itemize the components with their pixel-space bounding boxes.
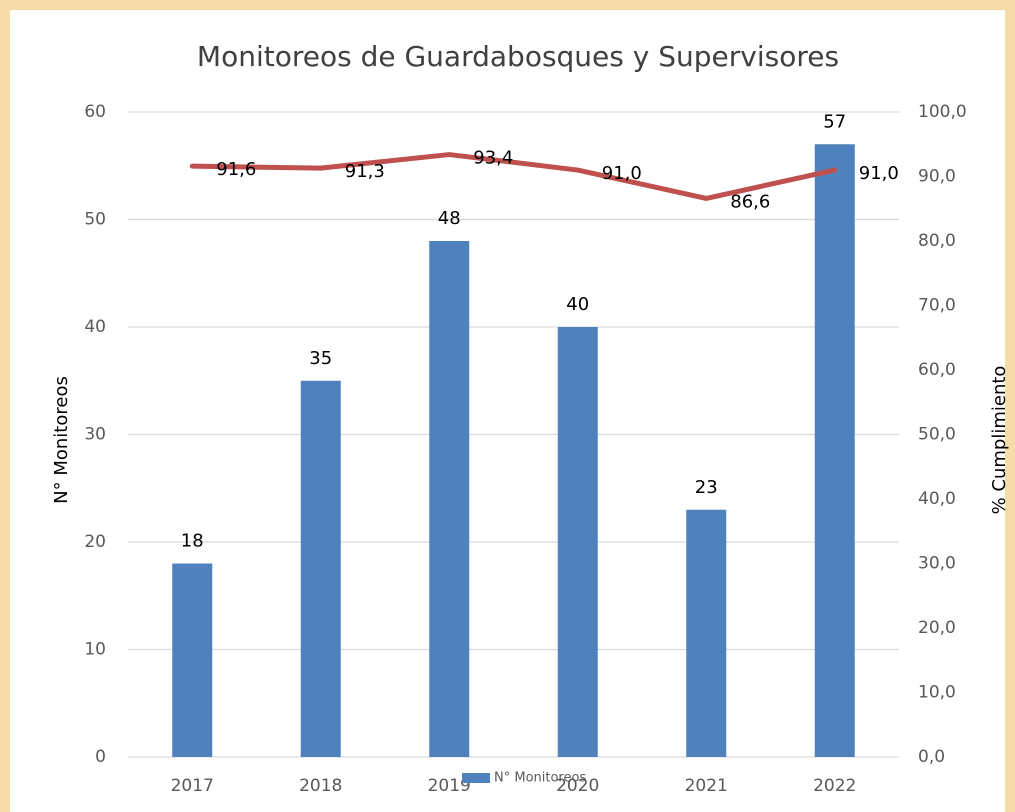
y2-tick-label: 80,0 (918, 231, 956, 251)
legend-swatch (462, 773, 490, 783)
bar (814, 144, 855, 757)
data-label: 18 (181, 531, 204, 552)
y2-axis-title: % Cumplimiento (989, 366, 1010, 515)
data-label: 57 (823, 111, 846, 132)
chart-background (10, 10, 1005, 812)
data-label: 91,0 (859, 163, 899, 184)
y-tick-label: 30 (84, 425, 106, 445)
line (189, 152, 838, 201)
bar (557, 327, 598, 757)
y2-tick-label: 90,0 (918, 167, 956, 187)
y2-tick-label: 50,0 (918, 425, 956, 445)
y2-tick-label: 10,0 (918, 683, 956, 703)
y2-tick-label: 30,0 (918, 554, 956, 574)
y2-tick-label: 20,0 (918, 618, 956, 638)
data-label: 48 (438, 208, 461, 229)
x-tick-label: 2021 (685, 776, 728, 796)
bar (429, 241, 470, 757)
chart-title: Monitoreos de Guardabosques y Supervisor… (197, 40, 839, 73)
bar (686, 509, 727, 757)
y2-tick-label: 100,0 (918, 102, 967, 122)
data-label: 93,4 (473, 148, 513, 169)
data-label: 91,3 (345, 161, 385, 182)
bar (300, 380, 341, 757)
y-tick-label: 0 (95, 747, 106, 767)
data-label: 91,6 (216, 159, 256, 180)
x-tick-label: 2020 (556, 776, 599, 796)
x-tick-label: 2017 (171, 776, 214, 796)
data-label: 91,0 (602, 163, 642, 184)
y-tick-label: 50 (84, 210, 106, 230)
x-tick-label: 2019 (428, 776, 471, 796)
data-label: 40 (566, 294, 589, 315)
bar (172, 563, 213, 757)
data-label: 35 (309, 348, 332, 369)
data-label: 86,6 (730, 191, 770, 212)
y-axis-title: N° Monitoreos (51, 376, 72, 504)
y-tick-label: 60 (84, 102, 106, 122)
y2-tick-label: 60,0 (918, 360, 956, 380)
y-tick-label: 10 (84, 640, 106, 660)
y2-tick-label: 40,0 (918, 489, 956, 509)
x-tick-label: 2022 (813, 776, 856, 796)
y2-tick-label: 0,0 (918, 747, 945, 767)
y2-tick-label: 70,0 (918, 296, 956, 316)
x-tick-label: 2018 (299, 776, 342, 796)
legend-label: N° Monitoreos (494, 771, 586, 786)
y-tick-label: 20 (84, 532, 106, 552)
y-tick-label: 40 (84, 317, 106, 337)
data-label: 23 (695, 477, 718, 498)
